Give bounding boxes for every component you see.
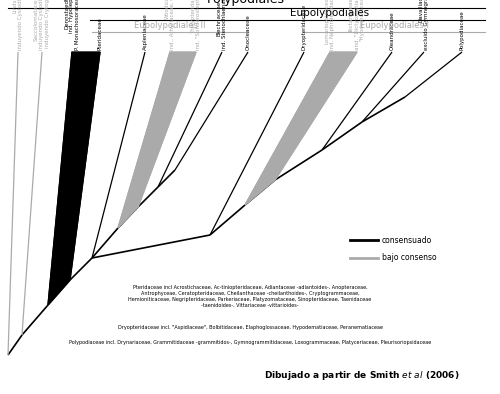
Text: Tectariaceae
and. "Dictyoxiphiaceae",
"Hyodemataceae": Tectariaceae and. "Dictyoxiphiaceae", "H… xyxy=(349,0,365,50)
Text: Davalliaceae
excluido Gymnogrammatidaceae: Davalliaceae excluido Gymnogrammatidacea… xyxy=(419,0,429,50)
Text: Polypodiaceae: Polypodiaceae xyxy=(460,10,464,50)
Text: Onocleaceae: Onocleaceae xyxy=(246,14,250,50)
Text: Saccolomataceae
induyendo Cystodiaceae
induyendo Crytoguters: Saccolomataceae induyendo Cystodiaceae i… xyxy=(34,0,50,50)
Polygon shape xyxy=(245,52,357,205)
Text: Pteridaceae: Pteridaceae xyxy=(98,17,102,50)
Text: Polypodiales: Polypodiales xyxy=(207,0,285,6)
Text: Eupolypodiales: Eupolypodiales xyxy=(290,8,370,18)
Text: Thelypteridaceae
ind. "Sphaerostephanaceae": Thelypteridaceae ind. "Sphaerostephanace… xyxy=(191,0,201,50)
Polygon shape xyxy=(118,52,196,228)
Text: Aspleniaceae: Aspleniaceae xyxy=(142,13,148,50)
Text: Eupolypodiales I: Eupolypodiales I xyxy=(360,21,428,30)
Polygon shape xyxy=(48,52,100,305)
Text: Dryopteridaceae incl. "Aspidiaceae", Bolbitidaceae, Elaphoglossaceae, Hypodemati: Dryopteridaceae incl. "Aspidiaceae", Bol… xyxy=(118,325,382,330)
Text: Dennstaedtiaceae
ind. Hypolepidaceae,
P. Monachosoraceae, Pteridaceae: Dennstaedtiaceae ind. Hypolepidaceae, P.… xyxy=(64,0,80,50)
Text: Lomariopsidaceae
ind. Nephrolepidaceae: Lomariopsidaceae ind. Nephrolepidaceae xyxy=(325,0,335,50)
Text: Eupolypodiales II: Eupolypodiales II xyxy=(134,21,206,30)
Text: Dryopteridaceae: Dryopteridaceae xyxy=(302,4,306,50)
Text: consensuado: consensuado xyxy=(382,236,432,245)
Text: Blechnaceae
ind. Stenochlaenaceae: Blechnaceae ind. Stenochlaenaceae xyxy=(217,0,227,50)
Text: Pteridaceae incl Acrostichaceae, Ac-tiniopteridaceae, Adiantaceae -adiantoides-,: Pteridaceae incl Acrostichaceae, Ac-tini… xyxy=(128,285,372,307)
Text: Dibujado a partir de Smith $\mathit{et\ al}$ (2006): Dibujado a partir de Smith $\mathit{et\ … xyxy=(264,369,460,382)
Text: Polypodiaceae incl. Drynariaceae, Grammitidaceae -grammitidos-, Gymnogrammitidac: Polypodiaceae incl. Drynariaceae, Grammi… xyxy=(69,340,431,345)
Text: Oleandraceae: Oleandraceae xyxy=(390,11,394,50)
Text: bajo consenso: bajo consenso xyxy=(382,253,436,262)
Text: Woodsiaceae
ind., Athyriaceae, Cystopteridaceae: Woodsiaceae ind., Athyriaceae, Cystopter… xyxy=(165,0,175,50)
Text: Lindsaeaceae
induyendo Cystodiaceae, Lonchitidaceae: Lindsaeaceae induyendo Cystodiaceae, Lon… xyxy=(13,0,23,50)
